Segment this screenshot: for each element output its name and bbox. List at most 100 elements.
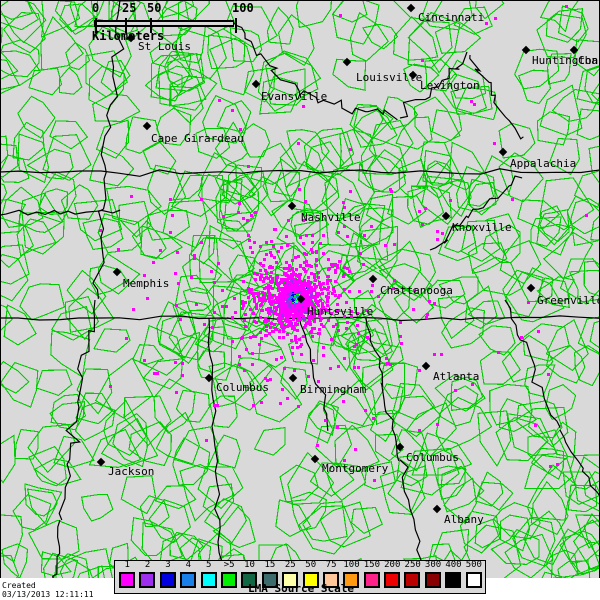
lma-source-dot [271, 266, 274, 269]
lma-source-dot [275, 261, 278, 264]
lma-source-dot [343, 459, 346, 462]
legend-swatch[interactable] [424, 572, 441, 588]
lma-source-dot [280, 278, 283, 281]
legend-swatch[interactable] [119, 572, 135, 588]
legend-entry[interactable]: 300 [423, 561, 443, 590]
lma-source-dot [324, 308, 327, 311]
legend-entry[interactable]: 500 [464, 561, 484, 590]
legend-entry[interactable]: 5 [199, 561, 219, 590]
lma-source-dot [293, 278, 296, 281]
lma-source-dot [356, 312, 359, 315]
lma-source-dot [254, 292, 257, 295]
lma-source-dot [247, 234, 250, 237]
legend-swatch[interactable] [261, 572, 278, 588]
legend-swatch[interactable] [465, 572, 482, 588]
lma-source-dot [349, 148, 352, 151]
lma-source-dot [329, 367, 332, 370]
lma-source-dot [288, 297, 291, 300]
lma-source-dot [310, 286, 313, 289]
legend-entry[interactable]: 25 [280, 561, 300, 590]
lma-source-dot [257, 292, 260, 295]
lma-source-dot [320, 308, 323, 311]
legend-swatch[interactable] [200, 572, 217, 588]
lma-source-dot [295, 283, 298, 286]
lma-source-dot [309, 281, 312, 284]
legend-entry[interactable]: 100 [341, 561, 361, 590]
lma-source-dot [485, 22, 488, 25]
legend-entry[interactable]: 10 [239, 561, 259, 590]
lma-source-dot [271, 295, 274, 298]
legend-entry[interactable]: 150 [362, 561, 382, 590]
lma-source-dot [248, 239, 251, 242]
legend-swatch[interactable] [180, 572, 197, 588]
legend-swatch[interactable] [445, 572, 462, 588]
legend-swatch[interactable] [343, 572, 360, 588]
city-label: Memphis [123, 277, 170, 290]
lma-source-dot [238, 355, 241, 358]
legend-swatch[interactable] [363, 572, 380, 588]
legend-entry[interactable]: 200 [382, 561, 402, 590]
lma-source-dot [294, 293, 297, 296]
scale-tickmark [150, 18, 152, 33]
legend-entry[interactable]: 50 [301, 561, 321, 590]
lma-source-dot [305, 302, 308, 305]
legend-swatch[interactable] [322, 572, 339, 588]
legend-swatch[interactable] [241, 572, 258, 588]
legend-entry[interactable]: 2 [137, 561, 157, 590]
lma-source-dot [244, 313, 247, 316]
legend-entry[interactable]: 75 [321, 561, 341, 590]
lma-source-dot [292, 325, 295, 328]
city-label: Cincinnati [418, 11, 485, 24]
legend-swatch[interactable] [302, 572, 319, 588]
legend-swatch[interactable] [282, 572, 299, 588]
lma-source-dot [260, 303, 263, 306]
lma-source-dot [317, 332, 320, 335]
lma-source-dot [326, 309, 329, 312]
legend-label: 250 [404, 560, 421, 570]
lma-source-dot [286, 333, 289, 336]
lma-source-dot [251, 251, 254, 254]
lma-source-dot [255, 303, 258, 306]
lma-source-dot [200, 241, 203, 244]
lma-source-dot [313, 327, 316, 330]
lma-source-dot [337, 296, 340, 299]
legend-swatch[interactable] [384, 572, 401, 588]
legend-swatch[interactable] [404, 572, 421, 588]
lma-source-dot [249, 308, 252, 311]
legend-swatch[interactable] [220, 572, 237, 588]
lma-source-dot [302, 315, 305, 318]
legend-swatch[interactable] [159, 572, 176, 588]
lma-source-dot [386, 362, 389, 365]
lma-source-dot [216, 404, 219, 407]
city-label: Knoxville [452, 221, 512, 234]
lma-source-dot [290, 296, 293, 299]
lma-source-dot [421, 59, 424, 62]
legend-entry[interactable]: 400 [443, 561, 463, 590]
lma-source-dot [222, 215, 225, 218]
lma-source-dot [143, 359, 146, 362]
lma-source-dot [263, 298, 266, 301]
lma-source-dot [393, 243, 396, 246]
lma-source-dot [305, 264, 308, 267]
legend-entry[interactable]: 250 [402, 561, 422, 590]
lma-source-dot [358, 290, 361, 293]
lma-source-dot [418, 429, 421, 432]
lma-source-dot [243, 319, 246, 322]
lma-source-dot [241, 302, 244, 305]
lma-source-dot [295, 341, 298, 344]
lma-source-dot [547, 373, 550, 376]
lma-source-dot [294, 335, 297, 338]
legend-entry[interactable]: 3 [158, 561, 178, 590]
lma-source-dot [264, 334, 267, 337]
legend-swatch[interactable] [139, 572, 156, 588]
lma-source-dot [384, 244, 387, 247]
lma-source-dot [288, 322, 291, 325]
legend-entry[interactable]: 4 [178, 561, 198, 590]
lma-source-dot [211, 326, 214, 329]
lma-source-dot [238, 363, 241, 366]
lma-source-dot [303, 252, 306, 255]
legend-entry[interactable]: 15 [260, 561, 280, 590]
legend-entry[interactable]: >5 [219, 561, 239, 590]
legend-entry[interactable]: 1 [117, 561, 137, 590]
